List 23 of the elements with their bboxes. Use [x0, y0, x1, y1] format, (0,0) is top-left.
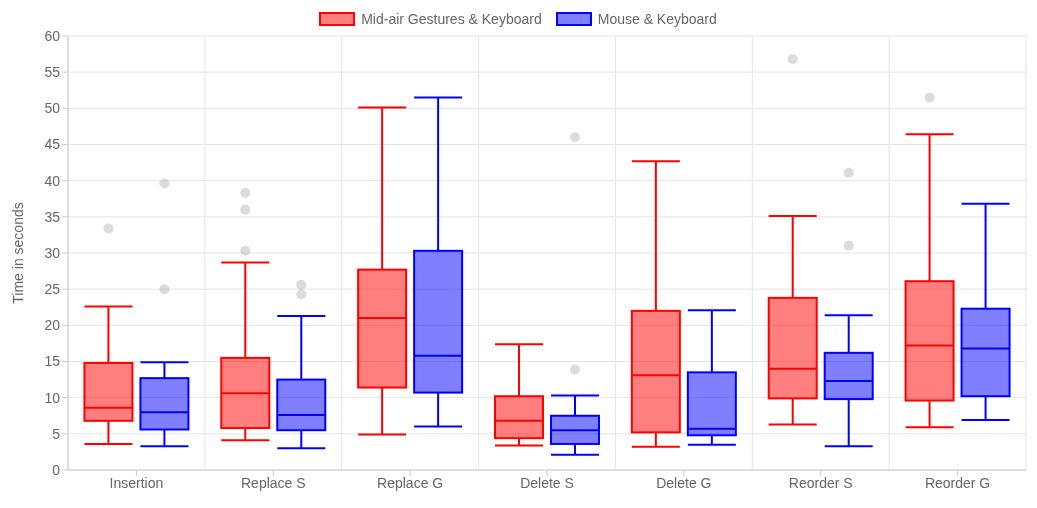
y-tick-label: 35	[44, 208, 61, 225]
x-tick-label: Insertion	[109, 474, 164, 491]
y-tick-label: 10	[44, 389, 61, 406]
y-tick-label: 45	[44, 136, 61, 153]
y-tick-label: 25	[44, 281, 61, 298]
y-tick-label: 15	[44, 353, 61, 370]
x-tick-label: Delete S	[520, 474, 574, 491]
y-tick-label: 40	[44, 172, 61, 189]
y-tick-label: 20	[44, 317, 61, 334]
y-tick-label: 30	[44, 244, 61, 261]
x-tick-label: Replace G	[377, 474, 444, 491]
x-tick-label: Delete G	[656, 474, 712, 491]
y-axis-title: Time in seconds	[9, 202, 26, 304]
x-tick-label: Reorder S	[788, 474, 853, 491]
x-tick-label: Replace S	[240, 474, 306, 491]
y-tick-label: 60	[44, 27, 61, 44]
y-tick-label: 5	[52, 425, 61, 442]
y-tick-label: 0	[52, 461, 61, 478]
y-tick-label: 50	[44, 100, 61, 117]
x-tick-label: Reorder G	[924, 474, 991, 491]
y-tick-label: 55	[44, 64, 61, 81]
legend-label: Mid-air Gestures & Keyboard	[361, 11, 542, 27]
legend-label: Mouse & Keyboard	[597, 11, 717, 27]
